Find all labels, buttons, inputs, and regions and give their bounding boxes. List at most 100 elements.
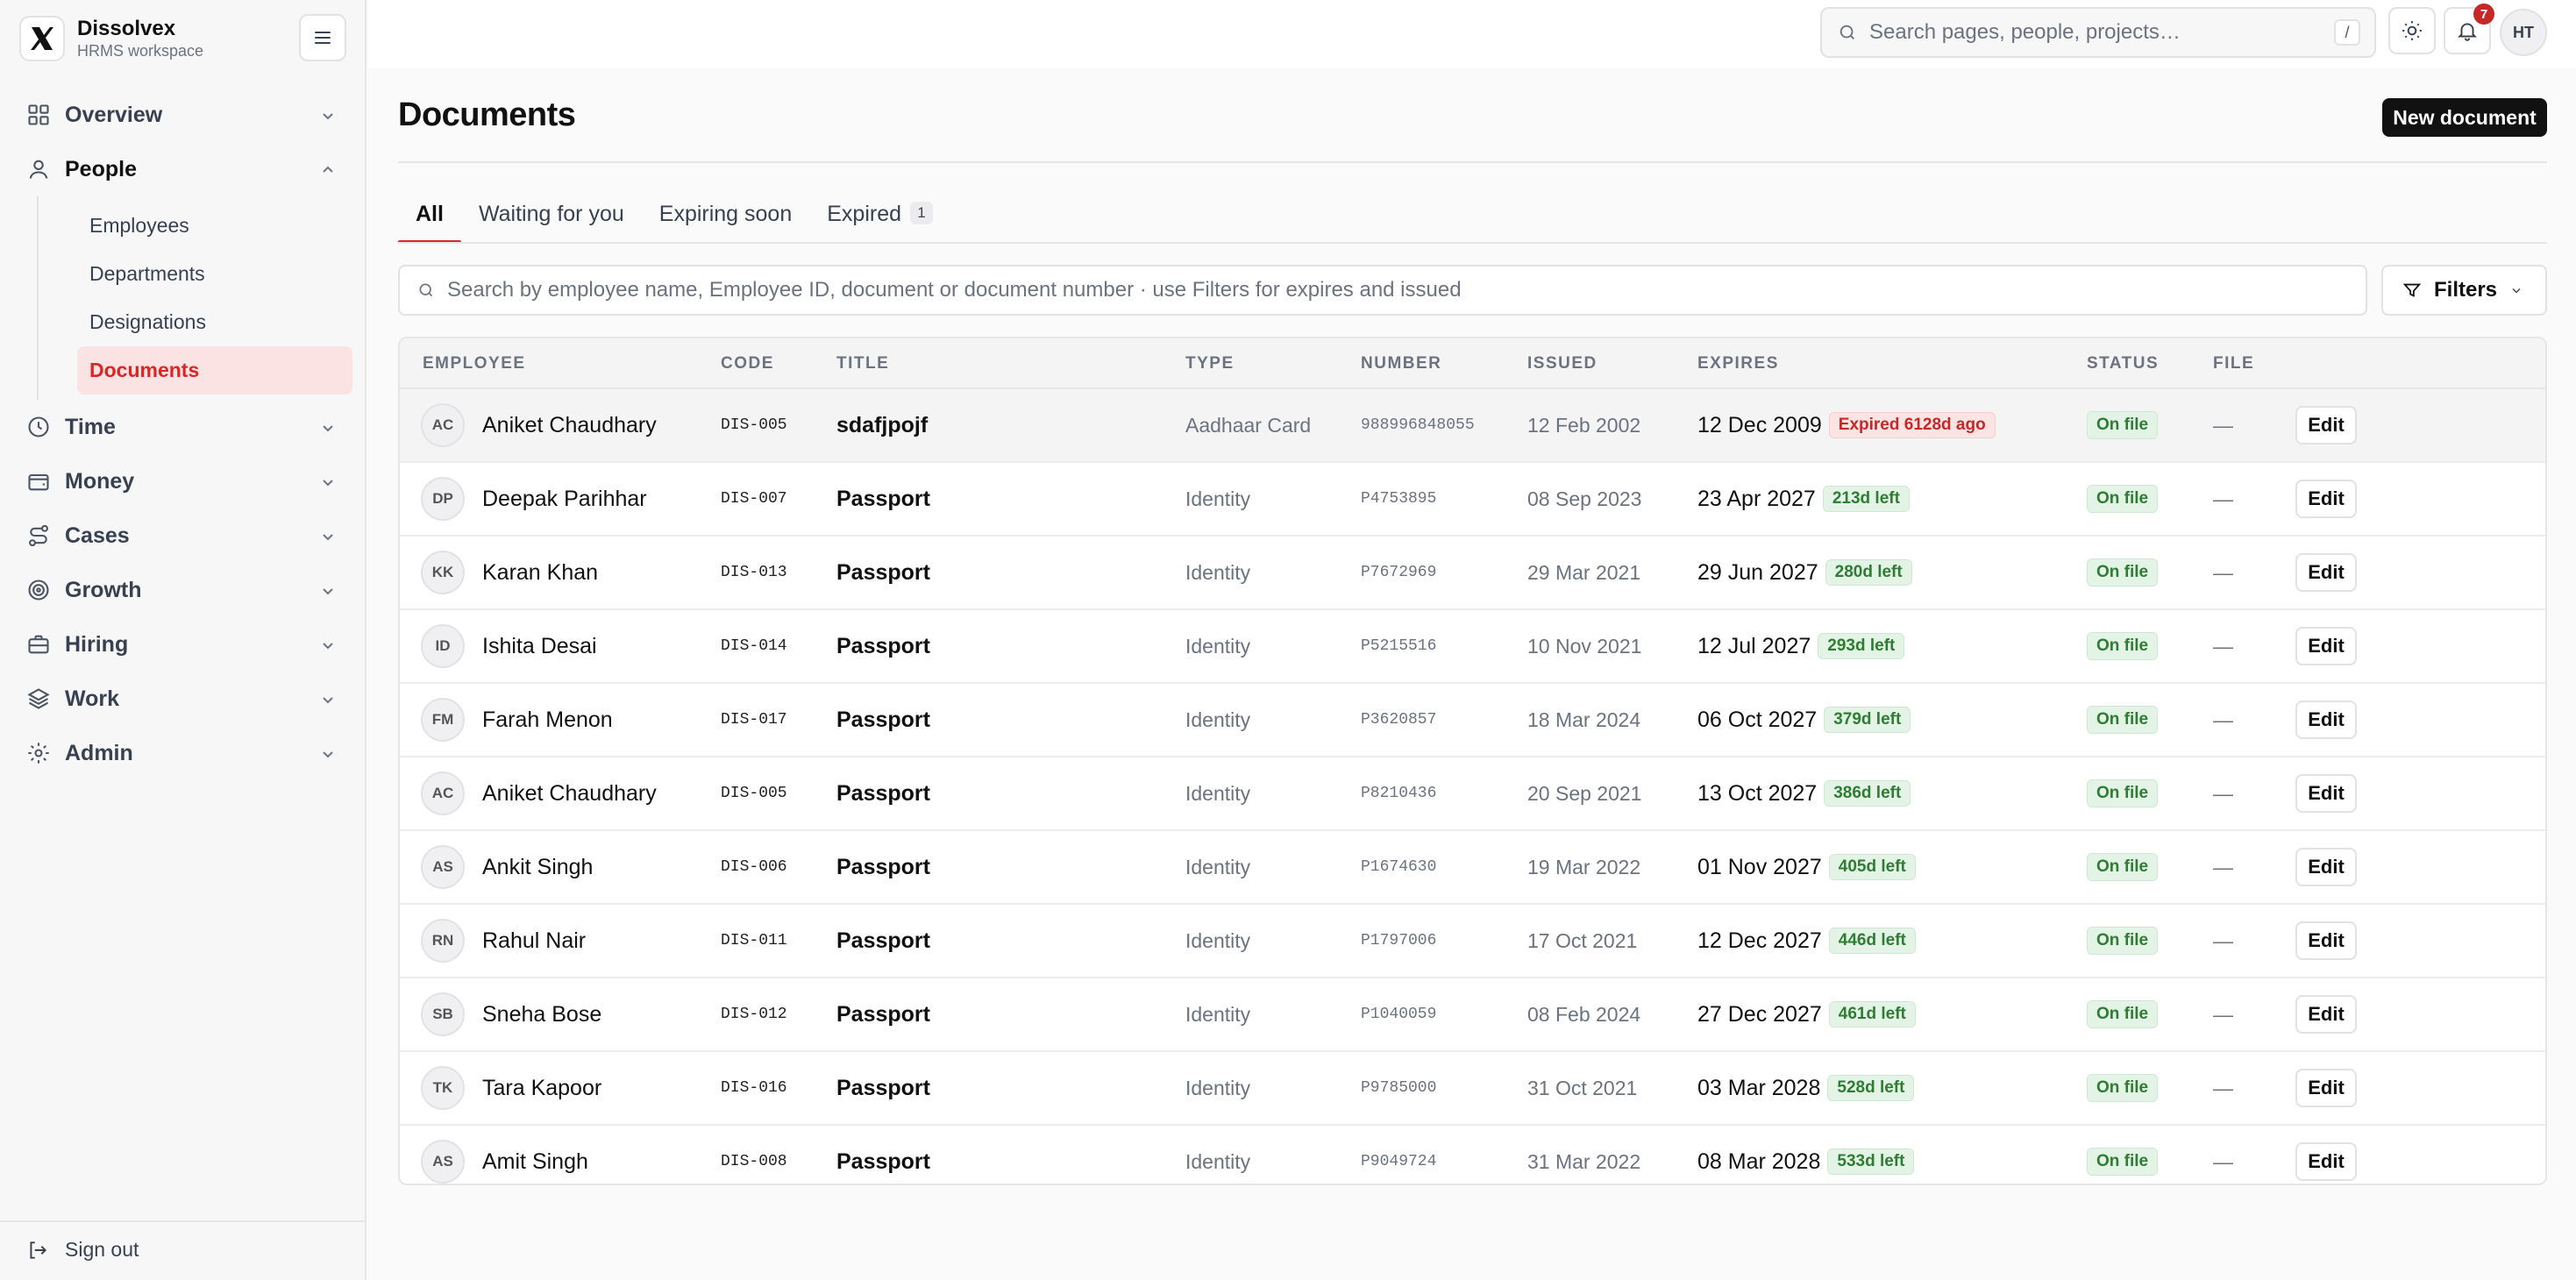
document-type: Identity xyxy=(1185,781,1251,805)
edit-button[interactable]: Edit xyxy=(2295,848,2357,886)
column-header-code[interactable]: CODE xyxy=(721,354,774,373)
employee-avatar: AC xyxy=(421,772,465,815)
table-row[interactable]: DP Deepak Parihhar DIS-007 Passport Iden… xyxy=(400,463,2545,537)
table-row[interactable]: ID Ishita Desai DIS-014 Passport Identit… xyxy=(400,610,2545,684)
sidebar-item-label: Cases xyxy=(65,523,130,548)
document-title[interactable]: Passport xyxy=(836,633,930,658)
edit-button[interactable]: Edit xyxy=(2295,1142,2357,1181)
global-search[interactable]: / xyxy=(1820,7,2376,58)
employee-name[interactable]: Karan Khan xyxy=(482,559,599,585)
table-row[interactable]: AS Ankit Singh DIS-006 Passport Identity… xyxy=(400,831,2545,905)
column-header-type[interactable]: TYPE xyxy=(1185,354,1235,373)
employee-name[interactable]: Aniket Chaudhary xyxy=(482,780,657,806)
employee-name[interactable]: Tara Kapoor xyxy=(482,1075,602,1100)
document-search-input[interactable] xyxy=(447,278,2359,302)
brand[interactable]: Dissolvex HRMS workspace xyxy=(19,14,203,63)
employee-avatar: SB xyxy=(421,992,465,1036)
notifications-button[interactable]: 7 xyxy=(2444,4,2494,54)
employee-name[interactable]: Farah Menon xyxy=(482,707,613,732)
sidebar-toggle-button[interactable] xyxy=(299,14,346,61)
edit-button[interactable]: Edit xyxy=(2295,1069,2357,1107)
sidebar-subitem-designations[interactable]: Designations xyxy=(89,310,206,333)
sidebar-item-overview[interactable]: Overview xyxy=(0,88,366,142)
table-row[interactable]: RN Rahul Nair DIS-011 Passport Identity … xyxy=(400,905,2545,978)
header-divider xyxy=(398,161,2547,163)
sidebar-item-cases[interactable]: Cases xyxy=(0,508,366,563)
edit-button[interactable]: Edit xyxy=(2295,700,2357,739)
edit-button[interactable]: Edit xyxy=(2295,553,2357,592)
document-title[interactable]: Passport xyxy=(836,1148,930,1174)
notification-count-badge: 7 xyxy=(2473,4,2494,25)
column-header-number[interactable]: NUMBER xyxy=(1361,354,1442,373)
theme-toggle-button[interactable] xyxy=(2388,7,2436,54)
sidebar-item-money[interactable]: Money xyxy=(0,454,366,508)
employee-name[interactable]: Ankit Singh xyxy=(482,854,594,879)
tab-all[interactable]: All xyxy=(398,193,461,244)
sign-out-button[interactable]: Sign out xyxy=(26,1238,139,1262)
table-row[interactable]: FM Farah Menon DIS-017 Passport Identity… xyxy=(400,684,2545,757)
status-badge: On file xyxy=(2087,1000,2159,1028)
status-badge: On file xyxy=(2087,1074,2159,1102)
user-avatar[interactable]: HT xyxy=(2500,9,2547,56)
brand-logo-icon xyxy=(19,16,65,61)
employee-code: DIS-017 xyxy=(721,711,787,729)
document-title[interactable]: Passport xyxy=(836,854,930,879)
tab-label: Expiring soon xyxy=(658,202,793,226)
sidebar-subitem-documents[interactable]: Documents xyxy=(77,346,352,395)
sidebar-item-hiring[interactable]: Hiring xyxy=(0,617,366,672)
document-title[interactable]: Passport xyxy=(836,928,930,953)
table-row[interactable]: SB Sneha Bose DIS-012 Passport Identity … xyxy=(400,978,2545,1052)
document-title[interactable]: sdafjpojf xyxy=(836,412,929,437)
target-icon xyxy=(28,580,49,601)
document-title[interactable]: Passport xyxy=(836,486,930,511)
sidebar-item-people[interactable]: People xyxy=(0,142,366,196)
global-search-input[interactable] xyxy=(1869,20,2325,45)
issued-date: 31 Oct 2021 xyxy=(1527,1076,1638,1099)
employee-name[interactable]: Ishita Desai xyxy=(482,633,597,658)
sidebar-item-label: Money xyxy=(65,468,135,494)
document-title[interactable]: Passport xyxy=(836,559,930,585)
sidebar-item-work[interactable]: Work xyxy=(0,672,366,726)
employee-name[interactable]: Rahul Nair xyxy=(482,928,587,953)
tab-expired[interactable]: Expired 1 xyxy=(809,193,950,244)
route-icon xyxy=(29,524,48,547)
column-header-issued[interactable]: ISSUED xyxy=(1527,354,1598,373)
edit-button[interactable]: Edit xyxy=(2295,995,2357,1034)
employee-name[interactable]: Sneha Bose xyxy=(482,1001,602,1027)
tab-expiring-soon[interactable]: Expiring soon xyxy=(642,193,809,244)
document-title[interactable]: Passport xyxy=(836,1075,930,1100)
sidebar-subitem-employees[interactable]: Employees xyxy=(89,214,189,237)
document-title[interactable]: Passport xyxy=(836,780,930,806)
employee-code: DIS-005 xyxy=(721,416,787,434)
expiry-badge: 379d left xyxy=(1824,707,1911,733)
document-title[interactable]: Passport xyxy=(836,1001,930,1027)
table-row[interactable]: AC Aniket Chaudhary DIS-005 sdafjpojf Aa… xyxy=(400,389,2545,463)
table-row[interactable]: KK Karan Khan DIS-013 Passport Identity … xyxy=(400,537,2545,610)
column-header-expires[interactable]: EXPIRES xyxy=(1697,354,1779,373)
filters-button[interactable]: Filters xyxy=(2381,265,2547,316)
status-badge: On file xyxy=(2087,632,2159,660)
edit-button[interactable]: Edit xyxy=(2295,921,2357,960)
sidebar-item-time[interactable]: Time xyxy=(0,400,366,454)
column-header-employee[interactable]: EMPLOYEE xyxy=(423,354,526,373)
column-header-file[interactable]: FILE xyxy=(2213,354,2255,373)
table-row[interactable]: TK Tara Kapoor DIS-016 Passport Identity… xyxy=(400,1052,2545,1126)
column-header-title[interactable]: TITLE xyxy=(836,354,890,373)
tab-waiting-for-you[interactable]: Waiting for you xyxy=(461,193,642,244)
table-row[interactable]: AS Amit Singh DIS-008 Passport Identity … xyxy=(400,1126,2545,1184)
new-document-button[interactable]: New document xyxy=(2382,98,2547,137)
sidebar-subitem-departments[interactable]: Departments xyxy=(89,262,205,285)
employee-name[interactable]: Amit Singh xyxy=(482,1148,588,1174)
document-search[interactable] xyxy=(398,265,2367,316)
edit-button[interactable]: Edit xyxy=(2295,627,2357,665)
sidebar-item-growth[interactable]: Growth xyxy=(0,563,366,617)
sidebar-item-admin[interactable]: Admin xyxy=(0,726,366,780)
edit-button[interactable]: Edit xyxy=(2295,406,2357,444)
column-header-status[interactable]: STATUS xyxy=(2087,354,2160,373)
employee-name[interactable]: Aniket Chaudhary xyxy=(482,412,657,437)
employee-name[interactable]: Deepak Parihhar xyxy=(482,486,647,511)
edit-button[interactable]: Edit xyxy=(2295,774,2357,813)
table-row[interactable]: AC Aniket Chaudhary DIS-005 Passport Ide… xyxy=(400,757,2545,831)
document-title[interactable]: Passport xyxy=(836,707,930,732)
edit-button[interactable]: Edit xyxy=(2295,480,2357,518)
